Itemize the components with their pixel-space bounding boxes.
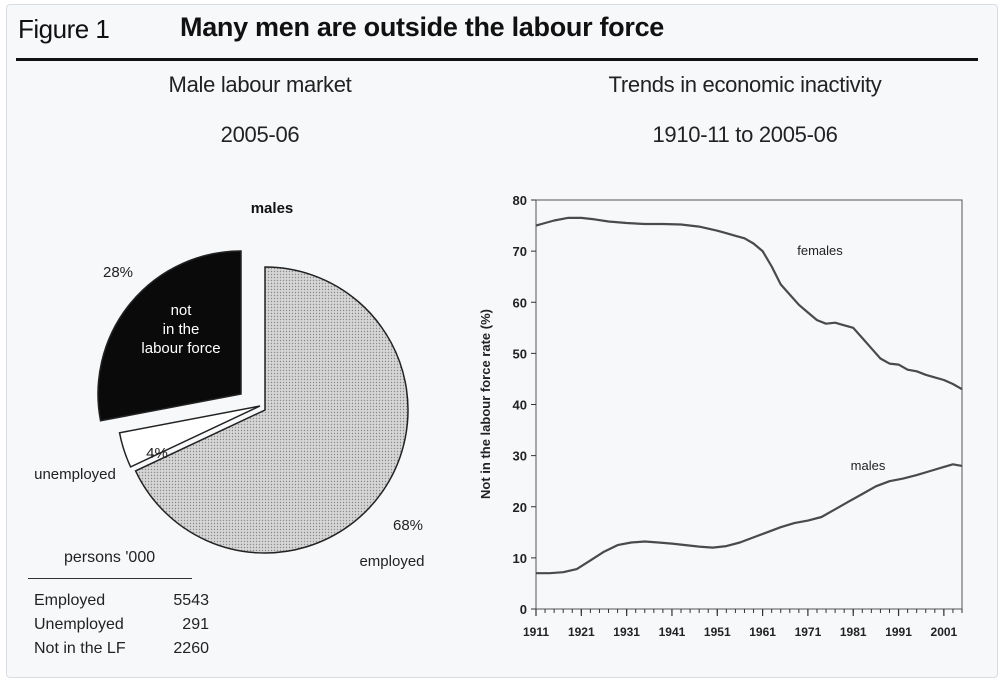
slice-label-not-in-lf-line1: not bbox=[171, 302, 193, 319]
table-cell-label: Employed bbox=[34, 592, 106, 609]
series-line-females bbox=[535, 216, 963, 391]
x-tick-label: 2001 bbox=[931, 625, 958, 639]
slice-label-employed: employed bbox=[359, 553, 424, 570]
pie-heading: males bbox=[251, 200, 294, 217]
table-cell-value: 5543 bbox=[173, 592, 209, 609]
slice-label-unemployed-percent: 4% bbox=[146, 445, 168, 462]
series-label-males: males bbox=[851, 458, 886, 473]
table-cell-label: Unemployed bbox=[34, 616, 124, 633]
y-tick-label: 60 bbox=[513, 295, 527, 310]
y-tick-label: 40 bbox=[513, 398, 527, 413]
series-line-males bbox=[536, 463, 963, 575]
slice-label-employed-percent: 68% bbox=[393, 517, 423, 534]
x-tick-label: 1951 bbox=[704, 625, 731, 639]
left-panel-title: Male labour market bbox=[168, 72, 352, 97]
left-panel-subtitle: 2005-06 bbox=[220, 122, 300, 147]
plot-area bbox=[535, 199, 963, 610]
pie-slice-employed bbox=[134, 266, 409, 554]
figure-title: Many men are outside the labour force bbox=[180, 12, 665, 42]
slice-label-not-in-lf-line2: in the bbox=[163, 321, 200, 338]
table-cell-value: 291 bbox=[182, 616, 209, 633]
x-tick-label: 1911 bbox=[523, 625, 549, 639]
y-tick-label: 0 bbox=[520, 602, 527, 617]
x-tick-label: 1971 bbox=[795, 625, 822, 639]
x-tick-label: 1931 bbox=[613, 625, 640, 639]
y-tick-label: 80 bbox=[513, 193, 527, 208]
table-rule bbox=[28, 578, 192, 579]
slice-label-not-in-lf-line3: labour force bbox=[141, 340, 220, 357]
pie-slice-not-in-lf bbox=[97, 250, 242, 422]
slice-label-not-in-lf-percent: 28% bbox=[103, 264, 133, 281]
y-axis-label: Not in the labour force rate (%) bbox=[478, 309, 493, 499]
x-tick-label: 1981 bbox=[840, 625, 867, 639]
x-tick-label: 1961 bbox=[749, 625, 776, 639]
table-row: Unemployed 291 bbox=[34, 616, 209, 640]
x-tick-label: 1921 bbox=[568, 625, 595, 639]
y-tick-label: 50 bbox=[513, 346, 527, 361]
y-tick-label: 10 bbox=[513, 551, 527, 566]
table-row: Employed 5543 bbox=[34, 592, 209, 616]
table-cell-label: Not in the LF bbox=[34, 640, 126, 657]
series-label-females: females bbox=[797, 243, 843, 258]
y-tick-label: 70 bbox=[513, 244, 527, 259]
right-panel-subtitle: 1910-11 to 2005-06 bbox=[652, 122, 838, 147]
slice-label-unemployed: unemployed bbox=[34, 466, 116, 483]
table-header: persons '000 bbox=[64, 549, 156, 566]
title-rule bbox=[16, 58, 978, 61]
table-row: Not in the LF 2260 bbox=[34, 640, 209, 664]
y-tick-label: 20 bbox=[513, 500, 527, 515]
pie-slice-unemployed bbox=[118, 405, 261, 468]
right-panel-title: Trends in economic inactivity bbox=[608, 72, 882, 97]
figure-label: Figure 1 bbox=[18, 14, 110, 44]
persons-table: Employed 5543 Unemployed 291 Not in the … bbox=[34, 592, 209, 664]
x-tick-label: 1991 bbox=[885, 625, 912, 639]
x-tick-label: 1941 bbox=[659, 625, 686, 639]
y-tick-label: 30 bbox=[513, 449, 527, 464]
table-cell-value: 2260 bbox=[173, 640, 209, 657]
